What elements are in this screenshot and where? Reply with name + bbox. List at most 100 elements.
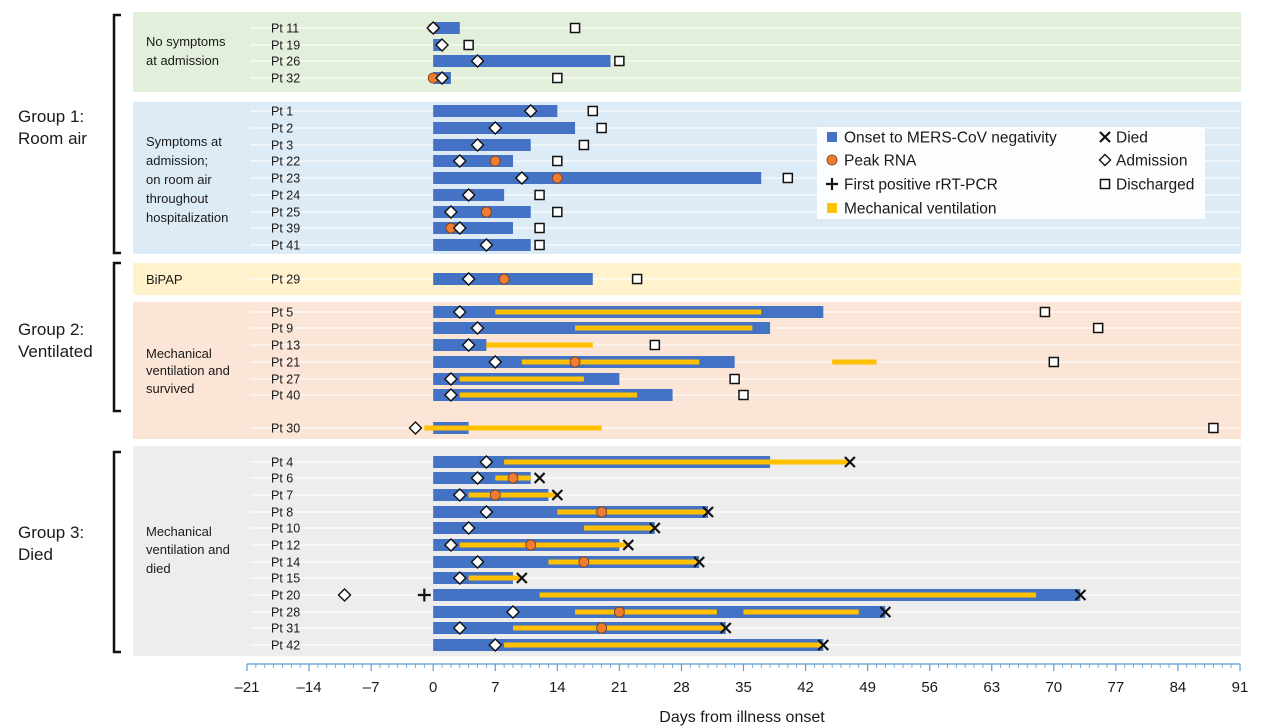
admission-marker — [452, 488, 467, 502]
peak-rna-marker — [480, 206, 492, 218]
subgroup-label: at admission — [146, 53, 219, 68]
discharged-marker — [587, 105, 599, 117]
admission-marker — [461, 338, 476, 352]
admission-marker — [479, 238, 494, 252]
died-marker — [693, 556, 705, 568]
peak-rna-marker — [525, 539, 537, 551]
subgroup-label: BiPAP — [146, 272, 183, 287]
patient-label: Pt 3 — [271, 139, 293, 153]
died-marker — [1074, 589, 1087, 601]
legend-label: First positive rRT-PCR — [844, 177, 998, 194]
admission-marker — [337, 588, 352, 602]
mechanical-ventilation-bar — [575, 609, 717, 615]
discharged-marker — [738, 389, 749, 401]
legend-label: Onset to MERS-CoV negativity — [844, 130, 1057, 147]
admission-marker — [443, 388, 458, 402]
admission-marker — [443, 538, 458, 552]
group-bracket — [112, 450, 121, 654]
admission-marker — [488, 638, 503, 652]
subgroup-label: ventilation and — [146, 542, 230, 557]
patient-label: Pt 6 — [271, 472, 293, 486]
rna-positive-bar — [433, 172, 762, 184]
admission-marker — [452, 571, 467, 585]
patient-label: Pt 40 — [271, 389, 300, 403]
died-marker — [817, 639, 830, 651]
peak-rna-marker — [613, 606, 625, 618]
x-tick-label: 77 — [1108, 679, 1125, 696]
peak-rna-marker — [596, 506, 608, 518]
admission-marker — [452, 305, 467, 319]
peak-rna-marker — [551, 172, 563, 184]
patient-label: Pt 7 — [271, 489, 293, 503]
patient-label: Pt 13 — [271, 339, 300, 353]
mechanical-ventilation-bar — [495, 309, 762, 315]
rna-positive-bar — [433, 273, 593, 285]
patient-label: Pt 5 — [271, 306, 293, 320]
mechanical-ventilation-bar — [468, 492, 558, 498]
admission-marker — [452, 154, 467, 168]
patient-label: Pt 12 — [271, 539, 300, 553]
admission-marker — [514, 171, 529, 185]
patient-label: Pt 27 — [271, 373, 300, 387]
patient-label: Pt 8 — [271, 506, 293, 520]
patient-label: Pt 26 — [271, 55, 300, 69]
peak-rna-marker — [596, 622, 608, 634]
mechanical-ventilation-bar — [512, 625, 726, 631]
patient-label: Pt 24 — [271, 189, 300, 203]
discharged-marker — [614, 55, 625, 67]
admission-marker — [470, 138, 485, 152]
discharged-marker — [552, 206, 563, 218]
discharged-marker — [1208, 422, 1219, 434]
mechanical-ventilation-bar — [575, 325, 753, 331]
admission-marker — [479, 455, 494, 469]
patient-label: Pt 19 — [271, 39, 300, 53]
mechanical-ventilation-bar — [583, 525, 655, 531]
subgroup-label: survived — [146, 381, 194, 396]
panel-mv-died — [133, 446, 1241, 656]
patient-label: Pt 10 — [271, 522, 300, 536]
rna-positive-bar — [433, 105, 558, 117]
patient-label: Pt 11 — [271, 22, 299, 36]
x-tick-label: 70 — [1045, 679, 1062, 696]
admission-marker — [488, 355, 503, 369]
subgroup-label: ventilation and — [146, 363, 230, 378]
x-tick-label: 84 — [1170, 679, 1187, 696]
subgroup-label: Mechanical — [146, 524, 212, 539]
admission-marker — [470, 54, 485, 68]
patient-marks — [337, 21, 1219, 652]
admission-marker — [523, 104, 538, 118]
subgroup-label: Mechanical — [146, 346, 212, 361]
patient-label: Pt 31 — [271, 622, 300, 636]
discharged-marker — [1048, 356, 1060, 368]
patient-label: Pt 21 — [271, 356, 300, 370]
patient-labels: Pt 11 Pt 19 Pt 26 Pt 32 Pt 1 Pt 2 Pt 3 Pt 22 Pt … — [271, 22, 300, 653]
patient-label: Pt 32 — [271, 72, 300, 86]
patient-label: Pt 20 — [271, 589, 300, 603]
patient-label: Pt 15 — [271, 572, 300, 586]
patient-label: Pt 14 — [271, 556, 300, 570]
died-marker — [622, 539, 635, 551]
discharged-marker — [729, 373, 740, 385]
patient-label: Pt 41 — [271, 239, 300, 253]
mechanical-ventilation-bar — [459, 392, 638, 398]
admission-marker — [435, 71, 450, 85]
admission-marker — [408, 421, 423, 435]
legend-mv-swatch — [827, 203, 837, 213]
legend-bar-swatch — [827, 132, 837, 142]
admission-marker — [426, 21, 441, 35]
patient-label: Pt 2 — [271, 122, 293, 136]
group-label: Died — [18, 545, 53, 564]
peak-rna-marker — [569, 356, 581, 368]
admission-marker — [452, 621, 467, 635]
admission-marker — [505, 605, 520, 619]
subgroup-labels: No symptoms at admission Symptoms at admiss… — [146, 34, 230, 576]
x-tick-label: 14 — [549, 679, 566, 696]
peak-rna-marker — [507, 472, 519, 484]
x-tick-label: 42 — [797, 679, 814, 696]
legend-label: Mechanical ventilation — [844, 201, 997, 218]
mechanical-ventilation-bar — [424, 425, 602, 431]
subgroup-label: admission; — [146, 153, 208, 168]
x-tick-label: 7 — [491, 679, 499, 696]
subgroup-label: No symptoms — [146, 34, 226, 49]
admission-marker — [461, 188, 476, 202]
